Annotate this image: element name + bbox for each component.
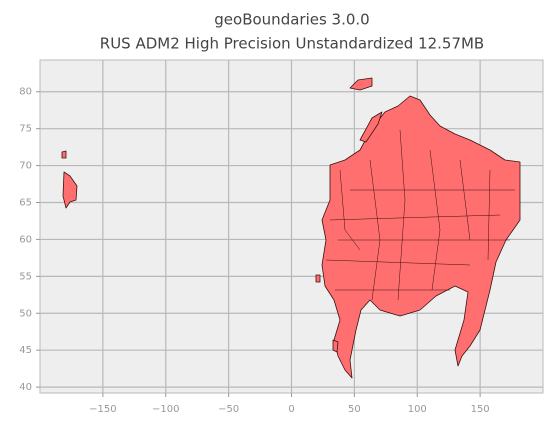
x-tick-label: 0 — [288, 404, 294, 415]
x-tick-label: −100 — [152, 404, 179, 415]
x-tick-label: −50 — [218, 404, 239, 415]
y-tick-label: 75 — [19, 124, 32, 135]
y-tick-label: 45 — [19, 345, 32, 356]
y-tick-label: 60 — [19, 234, 32, 245]
region — [349, 77, 373, 91]
x-tick-label: −150 — [89, 404, 116, 415]
y-tick-label: 55 — [19, 271, 32, 282]
region — [332, 339, 339, 353]
y-tick-label: 70 — [19, 161, 32, 172]
region — [62, 171, 78, 209]
x-tick-label: 150 — [471, 404, 490, 415]
x-tick-label: 100 — [408, 404, 427, 415]
y-tick-label: 40 — [19, 382, 32, 393]
chart-subtitle: RUS ADM2 High Precision Unstandardized 1… — [100, 35, 484, 53]
y-tick-label: 50 — [19, 308, 32, 319]
chart-title: geoBoundaries 3.0.0 — [214, 11, 369, 29]
grid — [40, 60, 543, 393]
region — [61, 150, 67, 159]
region-boundaries — [325, 129, 515, 301]
map-shapes — [61, 77, 521, 379]
y-tick-label: 80 — [19, 87, 32, 98]
region — [359, 111, 383, 143]
x-tick-label: 50 — [348, 404, 361, 415]
y-tick-label: 65 — [19, 198, 32, 209]
region — [321, 95, 521, 379]
region — [315, 274, 321, 283]
